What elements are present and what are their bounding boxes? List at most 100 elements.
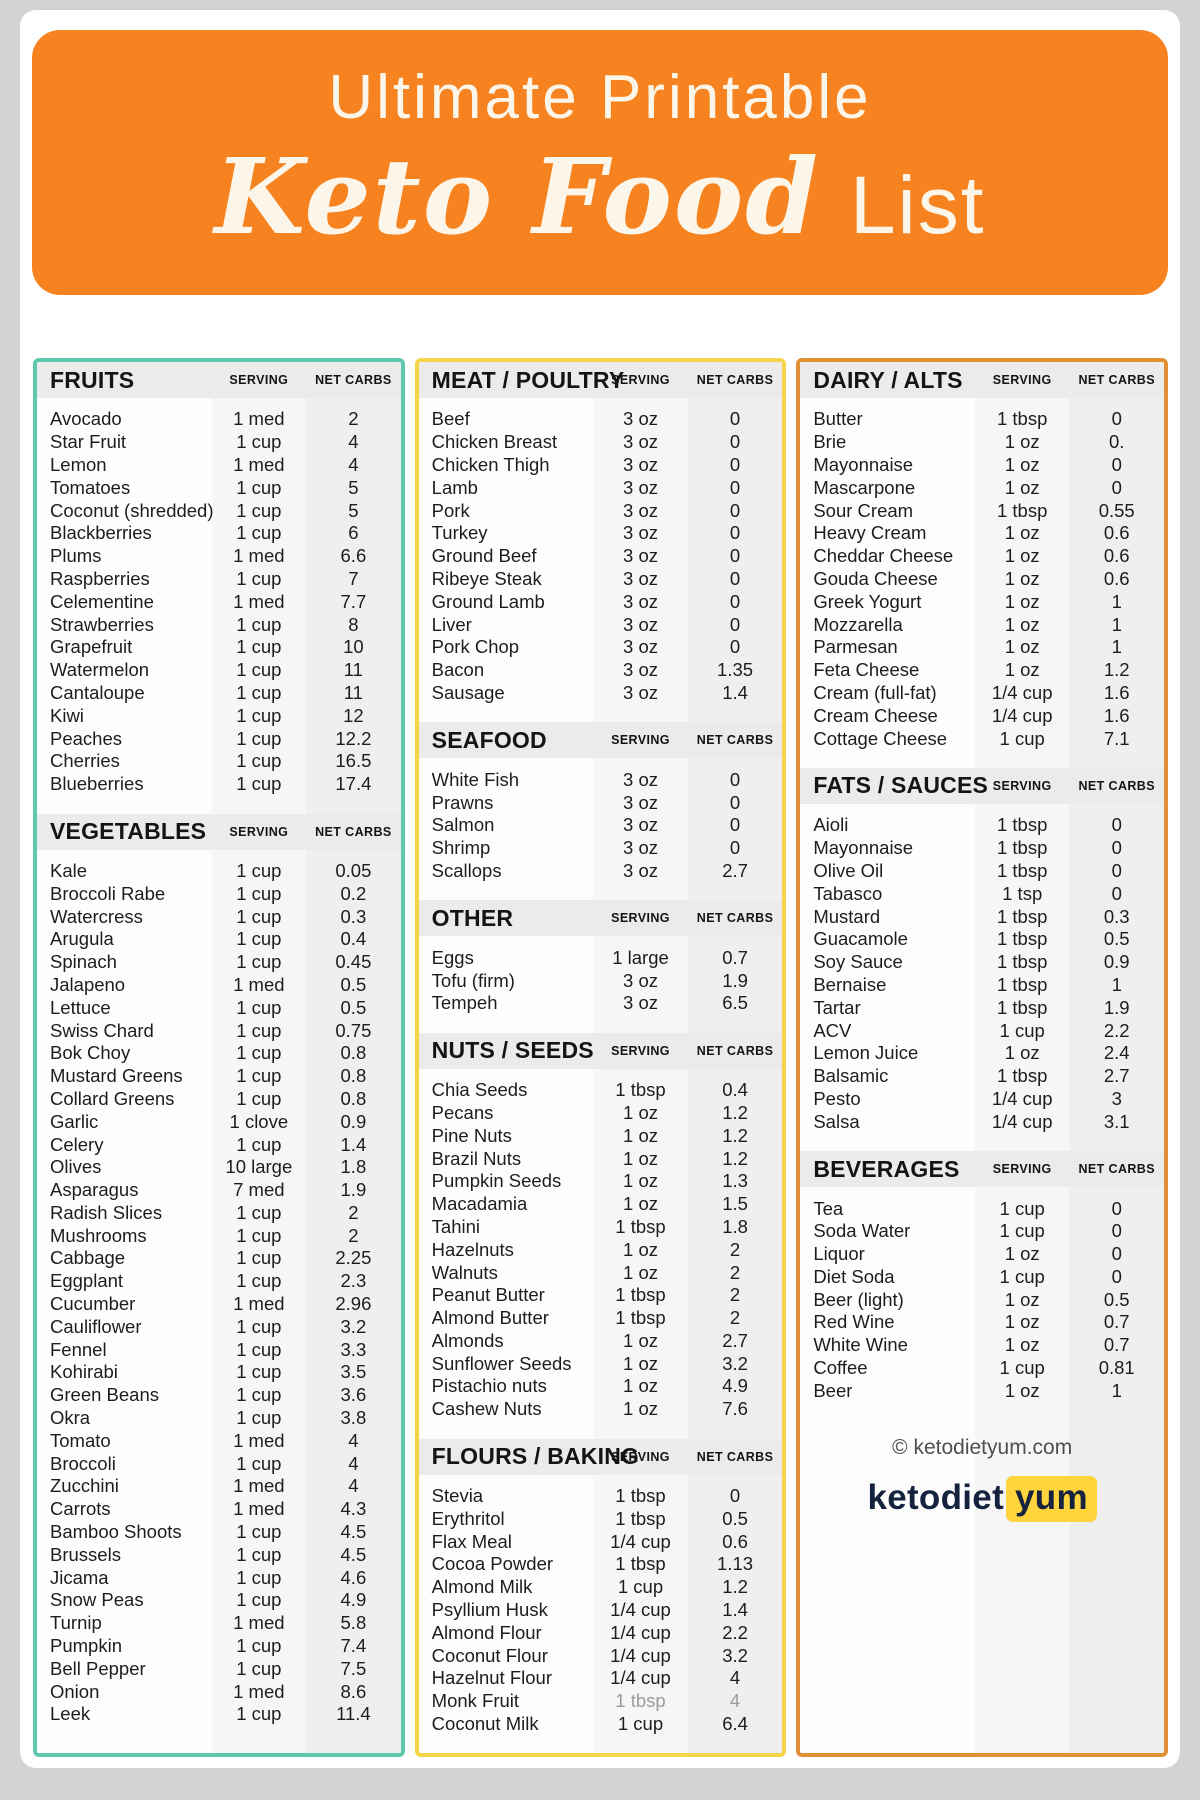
net-carbs-column-label: NET CARBS bbox=[315, 824, 392, 839]
serving-value: 1 oz bbox=[623, 1329, 658, 1351]
serving-value: 1 cup bbox=[236, 1224, 282, 1246]
food-row: Scallops 3 oz 2.7 bbox=[419, 860, 783, 883]
food-row: Jalapeno 1 med 0.5 bbox=[37, 974, 401, 997]
food-name: Cream (full-fat) bbox=[813, 681, 937, 703]
serving-value: 1 tbsp bbox=[996, 499, 1048, 521]
food-row: Sunflower Seeds 1 oz 3.2 bbox=[419, 1352, 783, 1375]
food-row: Watermelon 1 cup 11 bbox=[37, 659, 401, 682]
food-name: Tartar bbox=[813, 996, 861, 1018]
net-carbs-value: 0.6 bbox=[722, 1530, 748, 1552]
net-carbs-value: 8.6 bbox=[340, 1680, 367, 1702]
net-carbs-value: 5 bbox=[348, 476, 359, 498]
food-row: Onion 1 med 8.6 bbox=[37, 1680, 401, 1703]
food-name: Cucumber bbox=[50, 1293, 136, 1315]
serving-value: 1 tbsp bbox=[996, 928, 1048, 950]
net-carbs-value: 1.6 bbox=[1103, 704, 1130, 726]
net-carbs-value: 3 bbox=[1111, 1087, 1122, 1109]
food-row: Almond Milk 1 cup 1.2 bbox=[419, 1576, 783, 1599]
food-row: Greek Yogurt 1 oz 1 bbox=[800, 590, 1164, 613]
food-row: Cauliflower 1 cup 3.2 bbox=[37, 1315, 401, 1338]
food-row: Okra 1 cup 3.8 bbox=[37, 1407, 401, 1430]
food-name: Peaches bbox=[50, 727, 122, 749]
food-row: Butter 1 tbsp 0 bbox=[800, 408, 1164, 431]
food-row: Liver 3 oz 0 bbox=[419, 613, 783, 636]
food-name: Cashew Nuts bbox=[431, 1398, 542, 1420]
net-carbs-value: 4 bbox=[348, 1429, 359, 1451]
food-row: Eggplant 1 cup 2.3 bbox=[37, 1270, 401, 1293]
serving-value: 1 oz bbox=[623, 1147, 658, 1169]
serving-value: 3 oz bbox=[623, 636, 658, 658]
food-name: Liver bbox=[431, 613, 472, 635]
food-name: Jicama bbox=[50, 1566, 109, 1588]
serving-value: 1 oz bbox=[623, 1375, 658, 1397]
food-name: Cottage Cheese bbox=[813, 727, 948, 749]
food-name: Coconut Milk bbox=[431, 1713, 539, 1735]
net-carbs-value: 0 bbox=[729, 453, 741, 475]
net-carbs-value: 1.3 bbox=[722, 1170, 748, 1192]
food-name: Heavy Cream bbox=[813, 522, 927, 544]
section-body: Kale 1 cup 0.05 Broccoli Rabe 1 cup 0.2 Waterc… bbox=[37, 850, 401, 1730]
serving-value: 1 cup bbox=[236, 1361, 282, 1383]
net-carbs-value: 0.5 bbox=[1103, 928, 1130, 950]
serving-value: 1 tbsp bbox=[996, 814, 1048, 836]
serving-value: 1 oz bbox=[1004, 522, 1040, 544]
food-row: Tomatoes 1 cup 5 bbox=[37, 476, 401, 499]
serving-value: 1 oz bbox=[1004, 1311, 1040, 1333]
food-name: Soda Water bbox=[813, 1220, 911, 1242]
net-carbs-value: 1.2 bbox=[722, 1124, 748, 1146]
net-carbs-value: 1.6 bbox=[1103, 681, 1130, 703]
serving-value: 1 tbsp bbox=[615, 1215, 666, 1237]
serving-value: 3 oz bbox=[623, 681, 658, 703]
food-name: Swiss Chard bbox=[50, 1019, 154, 1041]
net-carbs-value: 0.7 bbox=[1103, 1334, 1130, 1356]
food-row: Star Fruit 1 cup 4 bbox=[37, 431, 401, 454]
food-name: Tomato bbox=[50, 1429, 111, 1451]
food-name: Tea bbox=[813, 1197, 844, 1219]
section-header: FRUITS SERVING NET CARBS bbox=[37, 362, 401, 398]
food-row: Celementine 1 med 7.7 bbox=[37, 590, 401, 613]
food-row: Pistachio nuts 1 oz 4.9 bbox=[419, 1375, 783, 1398]
food-row: Grapefruit 1 cup 10 bbox=[37, 636, 401, 659]
net-carbs-value: 11 bbox=[343, 659, 363, 681]
serving-value: 1 oz bbox=[623, 1261, 658, 1283]
food-row: Fennel 1 cup 3.3 bbox=[37, 1338, 401, 1361]
net-carbs-value: 0.45 bbox=[335, 951, 372, 973]
food-name: Ground Beef bbox=[431, 545, 537, 567]
food-name: Sausage bbox=[431, 681, 505, 703]
net-carbs-value: 0 bbox=[729, 768, 741, 790]
serving-value: 1 cup bbox=[236, 859, 282, 881]
food-name: White Wine bbox=[813, 1334, 908, 1356]
food-row: Hazelnuts 1 oz 2 bbox=[419, 1238, 783, 1261]
food-row: Tempeh 3 oz 6.5 bbox=[419, 992, 783, 1015]
food-row: Brazil Nuts 1 oz 1.2 bbox=[419, 1147, 783, 1170]
food-name: Almond Butter bbox=[431, 1307, 549, 1329]
food-row: Stevia 1 tbsp 0 bbox=[419, 1485, 783, 1508]
food-row: Cheddar Cheese 1 oz 0.6 bbox=[800, 545, 1164, 568]
serving-value: 1 cup bbox=[236, 1543, 282, 1565]
net-carbs-value: 0 bbox=[729, 522, 741, 544]
food-name: Cocoa Powder bbox=[431, 1553, 554, 1575]
net-carbs-value: 0 bbox=[1111, 1243, 1122, 1265]
food-name: Broccoli Rabe bbox=[50, 882, 166, 904]
food-name: Kale bbox=[50, 859, 88, 881]
food-row: Blueberries 1 cup 17.4 bbox=[37, 773, 401, 796]
section-title: FATS / SAUCES bbox=[813, 772, 989, 799]
food-name: Tomatoes bbox=[50, 476, 131, 498]
food-name: Greek Yogurt bbox=[813, 590, 922, 612]
serving-value: 1/4 cup bbox=[991, 704, 1053, 726]
net-carbs-value: 2.25 bbox=[335, 1247, 372, 1269]
header-banner: Ultimate Printable Keto Food List bbox=[32, 30, 1168, 295]
food-name: Mushrooms bbox=[50, 1224, 147, 1246]
net-carbs-value: 0 bbox=[729, 567, 741, 589]
food-name: Walnuts bbox=[431, 1261, 498, 1283]
food-row: Pine Nuts 1 oz 1.2 bbox=[419, 1124, 783, 1147]
food-row: Asparagus 7 med 1.9 bbox=[37, 1179, 401, 1202]
net-carbs-column-label: NET CARBS bbox=[1078, 778, 1155, 793]
net-carbs-column-label: NET CARBS bbox=[696, 373, 774, 387]
food-row: Sausage 3 oz 1.4 bbox=[419, 682, 783, 705]
serving-column-label: SERVING bbox=[229, 373, 289, 387]
serving-value: 1 cup bbox=[617, 1576, 664, 1598]
net-carbs-value: 0.5 bbox=[340, 973, 367, 995]
food-name: Chicken Breast bbox=[431, 431, 558, 453]
serving-value: 1 cup bbox=[236, 905, 282, 927]
